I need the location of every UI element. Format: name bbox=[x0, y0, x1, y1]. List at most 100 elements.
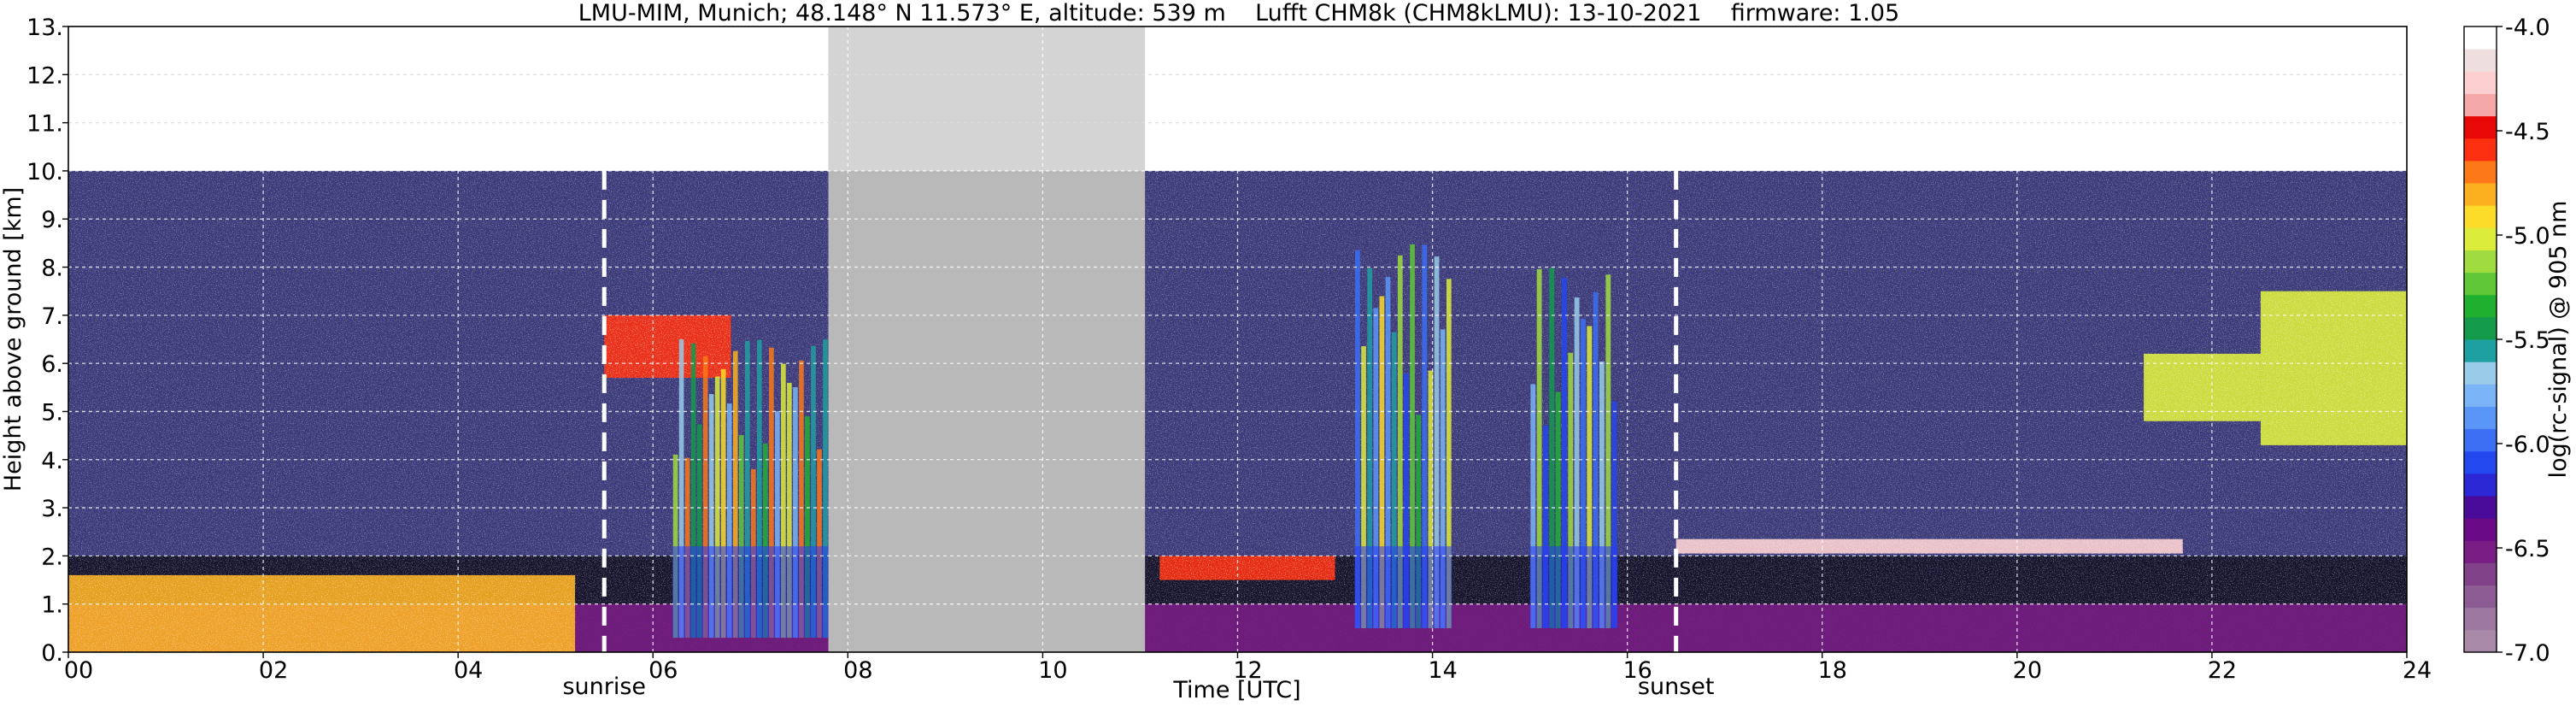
x-tick-label: 14 bbox=[1428, 657, 1457, 684]
colorbar-segment bbox=[2464, 250, 2497, 274]
colorbar-segment bbox=[2464, 26, 2497, 50]
x-tick-label: 00 bbox=[64, 657, 93, 684]
streak bbox=[672, 454, 678, 638]
feature-precipitation-streaks bbox=[672, 339, 829, 638]
x-tick-label: 24 bbox=[2403, 657, 2432, 684]
feature-texture bbox=[2144, 353, 2261, 421]
colorbar-segment bbox=[2464, 339, 2497, 362]
colorbar-tick-label: -4.0 bbox=[2505, 15, 2550, 41]
streak bbox=[787, 382, 792, 638]
colorbar-tick-label: -6.0 bbox=[2505, 432, 2550, 458]
streak bbox=[1562, 277, 1567, 628]
colorbar-segment bbox=[2464, 227, 2497, 250]
streak-base bbox=[1529, 546, 1618, 628]
colorbar-segment bbox=[2464, 629, 2497, 653]
y-tick-label: 10. bbox=[26, 159, 63, 185]
y-tick-label: 4. bbox=[41, 448, 63, 474]
streak bbox=[1446, 279, 1452, 628]
streak bbox=[720, 368, 726, 638]
sun-annotations: sunrise sunset bbox=[562, 170, 1714, 700]
streak bbox=[1422, 244, 1428, 628]
feature-texture bbox=[604, 315, 731, 379]
streak bbox=[1543, 425, 1548, 628]
streak-base bbox=[1354, 546, 1452, 628]
colorbar-segment bbox=[2464, 93, 2497, 117]
streak bbox=[763, 443, 768, 638]
colorbar-segment bbox=[2464, 362, 2497, 385]
feature-mid-level-cloud bbox=[604, 315, 731, 379]
colorbar-segment bbox=[2464, 585, 2497, 609]
streak bbox=[1391, 332, 1397, 628]
streak bbox=[757, 339, 762, 638]
y-tick-label: 13. bbox=[26, 15, 63, 41]
colorbar-segment bbox=[2464, 294, 2497, 318]
colorbar-segment bbox=[2464, 540, 2497, 563]
streak bbox=[1434, 256, 1440, 628]
x-tick-label: 04 bbox=[454, 657, 483, 684]
x-tick-label: 18 bbox=[1818, 657, 1847, 684]
streak bbox=[1416, 415, 1422, 628]
y-tick-label: 5. bbox=[41, 399, 63, 426]
streak bbox=[1440, 329, 1446, 628]
feature-high-cloud bbox=[2144, 353, 2261, 421]
colorbar-tick-label: -6.5 bbox=[2505, 536, 2550, 562]
y-tick-label: 8. bbox=[41, 256, 63, 282]
x-tick-label: 02 bbox=[259, 657, 288, 684]
colorbar-segment bbox=[2464, 138, 2497, 162]
streak bbox=[690, 343, 696, 638]
streak bbox=[805, 416, 810, 638]
colorbar-segment bbox=[2464, 496, 2497, 519]
x-tick-label: 06 bbox=[648, 657, 678, 684]
feature-texture bbox=[2260, 291, 2407, 445]
x-tick-label: 16 bbox=[1622, 657, 1652, 684]
x-tick-label: 12 bbox=[1233, 657, 1262, 684]
colorbar-tick-label: -5.0 bbox=[2505, 223, 2550, 250]
missing-data-upper bbox=[828, 26, 1146, 171]
colorbar-segment bbox=[2464, 272, 2497, 296]
y-tick-label: 2. bbox=[41, 544, 63, 570]
streak bbox=[708, 394, 714, 638]
y-axis: 0. 1. 2. 3. 4. 5. 6. 7. 8. 9. 10. 11. 12. 13. bbox=[26, 15, 68, 667]
colorbar-segment bbox=[2464, 428, 2497, 452]
plot-area: sunrise sunset bbox=[67, 26, 2408, 700]
feature-cloud-top-layer bbox=[1675, 538, 2183, 554]
streak bbox=[823, 339, 828, 638]
streak bbox=[732, 350, 738, 638]
colorbar-tick-label: -4.5 bbox=[2505, 119, 2550, 145]
colorbar-tick-label: -5.5 bbox=[2505, 327, 2550, 354]
streak bbox=[1397, 255, 1403, 628]
streak bbox=[1611, 401, 1617, 628]
streak bbox=[781, 363, 786, 638]
feature-low-cloud-fragments bbox=[68, 574, 576, 652]
streak bbox=[1385, 277, 1391, 628]
streak bbox=[744, 341, 750, 638]
y-tick-label: 1. bbox=[41, 592, 63, 619]
y-tick-label: 9. bbox=[41, 207, 63, 233]
colorbar-segment bbox=[2464, 607, 2497, 631]
feature-cloud-base-layer bbox=[1159, 556, 1335, 580]
y-tick-label: 11. bbox=[26, 111, 63, 138]
colorbar-segment bbox=[2464, 384, 2497, 407]
streak bbox=[799, 360, 804, 638]
streak bbox=[1568, 352, 1574, 628]
streak bbox=[726, 403, 732, 638]
y-tick-label: 7. bbox=[41, 303, 63, 330]
feature-precipitation-streaks bbox=[1354, 244, 1452, 628]
streak bbox=[1361, 346, 1366, 628]
streak bbox=[1373, 308, 1379, 628]
streak bbox=[1355, 250, 1360, 628]
feature-texture bbox=[1159, 556, 1335, 580]
x-axis-label: Time [UTC] bbox=[1172, 677, 1300, 703]
x-axis: 00 02 04 06 08 10 12 14 16 18 20 22 24 bbox=[64, 652, 2432, 684]
colorbar-tick-label: -7.0 bbox=[2505, 640, 2550, 667]
streak bbox=[1581, 318, 1586, 628]
colorbar-segment bbox=[2464, 562, 2497, 586]
colorbar: -4.0 -4.5 -5.0 -5.5 -6.0 -6.5 -7.0 bbox=[2463, 15, 2550, 667]
y-tick-label: 3. bbox=[41, 496, 63, 522]
streak bbox=[1605, 274, 1611, 628]
streak bbox=[1549, 268, 1555, 628]
streak bbox=[696, 424, 702, 638]
streak bbox=[1536, 268, 1542, 628]
colorbar-segment bbox=[2464, 473, 2497, 497]
